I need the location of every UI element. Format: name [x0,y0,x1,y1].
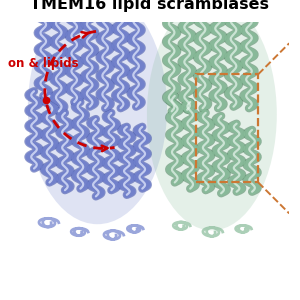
Bar [196,74,258,182]
Ellipse shape [147,0,277,230]
Text: TMEM16 lipid scramblases: TMEM16 lipid scramblases [31,0,269,12]
Ellipse shape [28,0,167,224]
Text: on & lipids: on & lipids [8,57,78,70]
